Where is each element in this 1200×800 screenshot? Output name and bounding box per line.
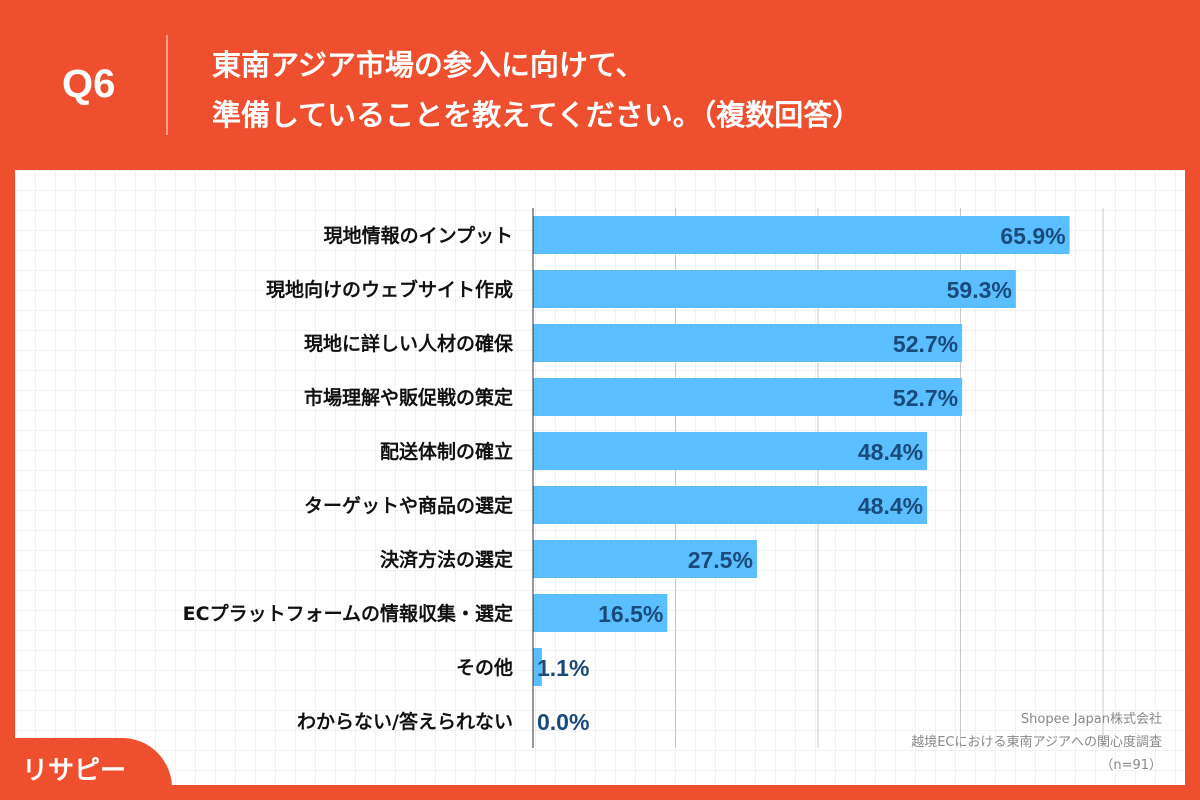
logo-text: リサピー bbox=[22, 756, 127, 786]
category-label: 現地情報のインプット bbox=[324, 224, 513, 247]
value-label: 1.1% bbox=[537, 655, 589, 681]
bar bbox=[533, 378, 963, 416]
bar bbox=[533, 540, 757, 578]
source-note: Shopee Japan株式会社 越境ECにおける東南アジアへの関心度調査 （n… bbox=[911, 708, 1162, 777]
bar bbox=[533, 432, 928, 470]
category-label: 現地に詳しい人材の確保 bbox=[304, 332, 514, 355]
category-label: わからない/答えられない bbox=[297, 710, 513, 733]
value-label: 52.7% bbox=[893, 331, 958, 357]
value-label: 48.4% bbox=[858, 439, 923, 465]
logo: リサピー bbox=[0, 738, 172, 800]
category-label: 配送体制の確立 bbox=[380, 440, 513, 463]
header-separator bbox=[166, 35, 168, 135]
category-label: 市場理解や販促戦の策定 bbox=[304, 386, 513, 409]
source-company: Shopee Japan株式会社 bbox=[1020, 712, 1162, 727]
category-label: 現地向けのウェブサイト作成 bbox=[266, 278, 513, 301]
source-survey: 越境ECにおける東南アジアへの関心度調査 bbox=[911, 735, 1162, 750]
value-label: 16.5% bbox=[598, 601, 663, 627]
value-label: 27.5% bbox=[688, 547, 753, 573]
category-label: ECプラットフォームの情報収集・選定 bbox=[183, 602, 513, 625]
question-number: Q6 bbox=[62, 62, 116, 106]
value-label: 48.4% bbox=[858, 493, 923, 519]
bar bbox=[533, 216, 1070, 254]
bar bbox=[533, 324, 963, 362]
category-label: 決済方法の選定 bbox=[380, 548, 513, 571]
category-label: ターゲットや商品の選定 bbox=[304, 494, 513, 517]
value-label: 65.9% bbox=[1000, 223, 1065, 249]
chart-title: 東南アジア市場の参入に向けて、 準備していることを教えてください。（複数回答） bbox=[212, 40, 861, 140]
bar bbox=[533, 486, 928, 524]
bar bbox=[533, 594, 668, 632]
bar bbox=[533, 270, 1016, 308]
title-line-2: 準備していることを教えてください。（複数回答） bbox=[212, 98, 862, 132]
value-label: 59.3% bbox=[947, 277, 1012, 303]
source-sample-size: （n=91） bbox=[1100, 758, 1162, 773]
title-line-1: 東南アジア市場の参入に向けて、 bbox=[212, 48, 645, 82]
value-label: 0.0% bbox=[537, 709, 589, 735]
category-label: その他 bbox=[456, 656, 513, 679]
bar bbox=[533, 648, 542, 686]
value-label: 52.7% bbox=[893, 385, 958, 411]
